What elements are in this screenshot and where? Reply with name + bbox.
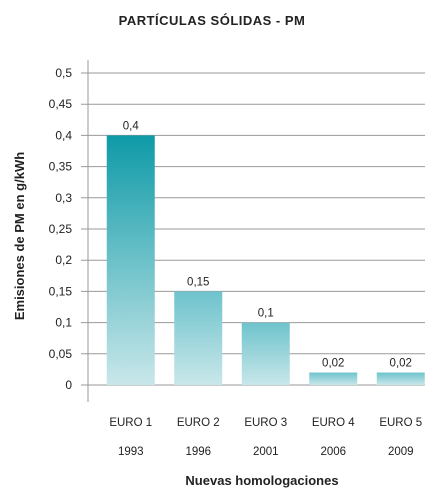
y-tick-label: 0,25 (49, 222, 73, 236)
y-tick-label: 0,35 (49, 160, 73, 174)
x-axis-label: Nuevas homologaciones (185, 473, 338, 488)
bar (309, 372, 358, 385)
bar (376, 372, 425, 385)
y-tick-label: 0,1 (55, 316, 72, 330)
bar (174, 291, 223, 385)
y-tick-label: 0,3 (55, 191, 72, 205)
category-label: EURO 1 (109, 417, 152, 429)
y-tick-label: 0,2 (55, 253, 72, 267)
bar (241, 322, 290, 385)
data-label: 0,1 (258, 308, 274, 320)
year-label: 1993 (118, 446, 144, 458)
data-label: 0,15 (187, 276, 209, 288)
y-tick-label: 0,15 (49, 284, 73, 298)
y-tick-labels: 0 0,05 0,1 0,15 0,2 0,25 0,3 0,35 0,4 0,45 0,5 (49, 66, 73, 392)
y-tick-label: 0,05 (49, 347, 73, 361)
year-label: 1996 (185, 446, 211, 458)
data-label: 0,02 (322, 358, 344, 370)
year-label: 2006 (320, 446, 346, 458)
y-tick-label: 0,4 (55, 128, 72, 142)
category-label: EURO 4 (312, 417, 355, 429)
y-tick-label: 0 (65, 378, 72, 392)
category-label: EURO 2 (177, 417, 220, 429)
category-label: EURO 5 (379, 417, 422, 429)
year-label: 2009 (388, 446, 414, 458)
y-tick-label: 0,5 (55, 66, 72, 80)
y-axis-label: Emisiones de PM en g/kWh (12, 152, 27, 320)
category-labels: EURO 1 1993 EURO 2 1996 EURO 3 2001 EURO 4 2006… (109, 417, 422, 458)
chart-title: PARTÍCULAS SÓLIDAS - PM (119, 13, 306, 28)
data-label: 0,4 (123, 120, 140, 132)
bars (106, 135, 425, 385)
year-label: 2001 (253, 446, 279, 458)
y-tick-label: 0,45 (49, 97, 73, 111)
bar (106, 135, 155, 385)
data-labels: 0,4 0,15 0,1 0,02 0,02 (123, 120, 412, 369)
data-label: 0,02 (390, 358, 412, 370)
category-label: EURO 3 (244, 417, 287, 429)
